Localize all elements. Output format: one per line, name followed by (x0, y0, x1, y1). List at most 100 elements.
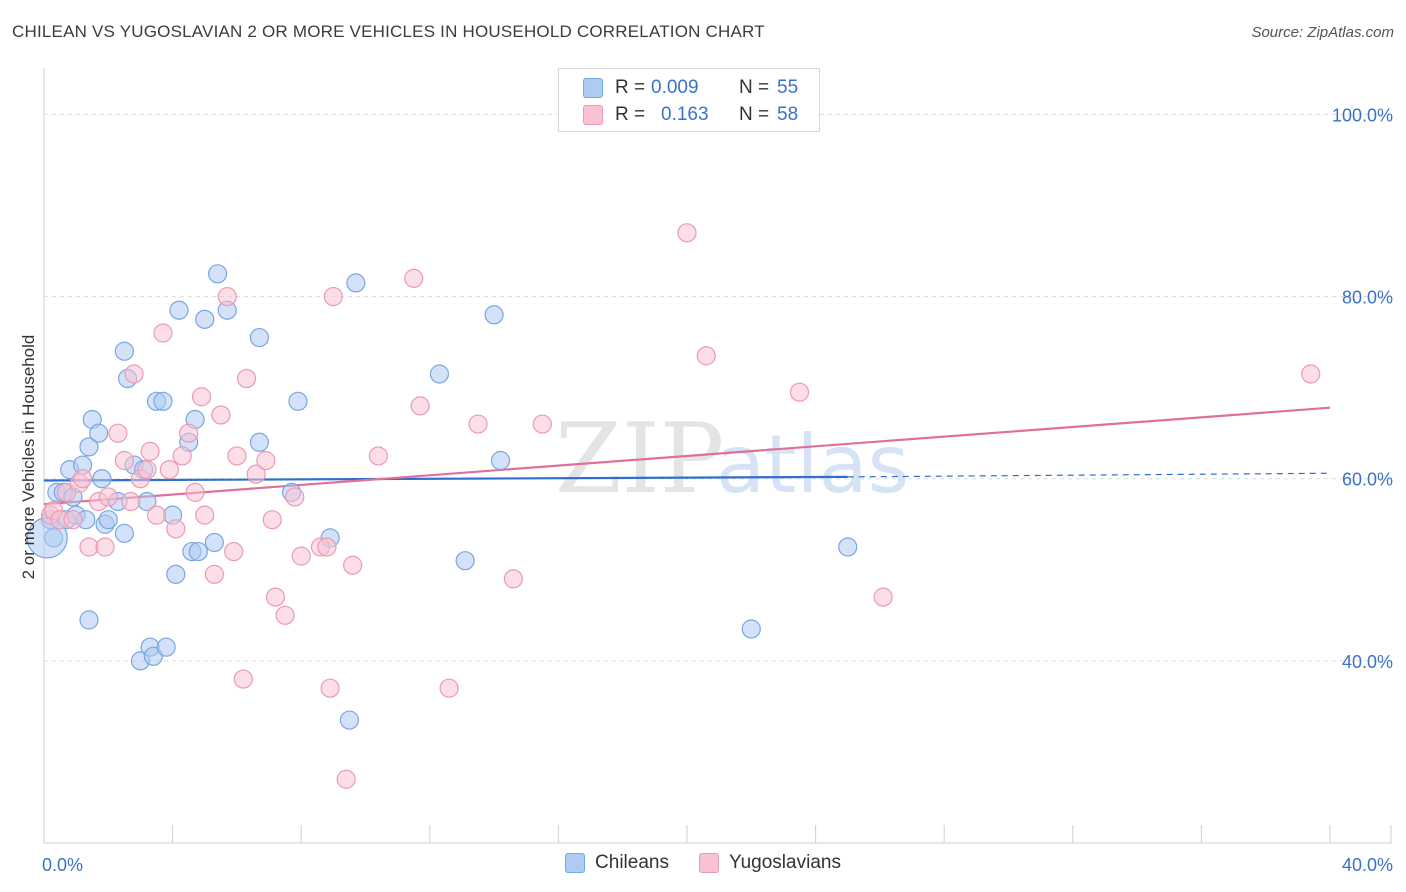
yugoslavian-point (323, 286, 343, 307)
yugoslavian-point (140, 441, 160, 461)
y-tick-label: 80.0% (1342, 288, 1393, 308)
yugoslavian-point (108, 423, 128, 443)
yugoslavian-point (404, 268, 424, 288)
chileans-swatch (565, 853, 586, 873)
legend-item-yugoslavians: Yugoslavians (698, 852, 841, 874)
chilean-point (114, 341, 134, 361)
chilean-point (114, 523, 134, 543)
legend-label-chileans: Chileans (595, 852, 669, 873)
yugoslavian-point (204, 564, 224, 584)
r-value: 0.009 (651, 77, 699, 98)
chilean-point (204, 532, 224, 553)
yugoslavian-point (291, 546, 311, 566)
correlation-legend: R = 0.009 N = 55 R = 0.163 N = 58 (558, 68, 820, 132)
yugoslavian-point (227, 446, 247, 466)
x-tick-label: 0.0% (42, 855, 83, 875)
yugoslavian-point (146, 505, 167, 525)
yugoslavian-point (696, 346, 716, 366)
chilean-point (288, 391, 308, 411)
chileans-swatch (583, 78, 603, 98)
yugoslavian-point (256, 450, 276, 471)
yugoslavian-point (275, 605, 295, 625)
legend-row-yugoslavians: R = 0.163 N = 58 (583, 103, 798, 127)
chilean-point (208, 264, 228, 284)
yugoslavian-point (233, 669, 253, 689)
n-label: N = (739, 77, 770, 98)
n-value: 58 (777, 104, 799, 125)
yugoslavian-point (468, 414, 488, 434)
chilean-point (156, 637, 176, 657)
yugoslavian-point (439, 678, 459, 698)
yugoslavian-point (179, 423, 199, 443)
yugoslavian-point (114, 450, 134, 471)
yugoslavian-point (224, 541, 244, 562)
yugoslavian-point (236, 368, 257, 389)
tick-labels: 100.0% 80.0% 60.0% 40.0% 0.0% 40.0% (42, 105, 1393, 875)
chilean-point (153, 391, 173, 411)
yugoslavian-point (873, 587, 893, 607)
yugoslavian-point (211, 405, 231, 425)
yugoslavian-point (262, 510, 282, 530)
yugoslavian-point (343, 555, 363, 575)
yugoslavian-point (1301, 364, 1321, 384)
chilean-point (741, 619, 761, 639)
yugoslavian-point (159, 460, 179, 480)
yugoslavian-point (789, 382, 810, 402)
legend-row-chileans: R = 0.009 N = 55 (583, 76, 798, 100)
r-value: 0.163 (661, 104, 709, 125)
yugoslavian-point (95, 537, 115, 557)
yugoslavian-point (336, 769, 356, 789)
chilean-point (169, 300, 189, 320)
yugoslavian-point (79, 537, 99, 557)
legend-item-chileans: Chileans (565, 852, 669, 874)
yugoslavian-point (153, 323, 173, 343)
yugoslavian-point (121, 491, 141, 512)
n-label: N = (739, 104, 770, 125)
legend-label-yugoslavians: Yugoslavians (728, 852, 841, 873)
yugoslavian-point (503, 569, 523, 589)
chilean-point (79, 437, 99, 457)
n-value: 55 (777, 77, 799, 98)
axes (43, 68, 1392, 844)
yugoslavian-point (172, 446, 192, 466)
yugoslavian-point (191, 387, 212, 407)
chilean-point (490, 450, 511, 471)
chilean-point (89, 423, 109, 443)
yugoslavian-point (285, 487, 305, 507)
y-tick-label: 100.0% (1332, 105, 1393, 125)
yugoslavian-point (166, 519, 186, 539)
yugoslavian-point (63, 510, 83, 530)
yugoslavian-point (246, 464, 266, 484)
yugoslavian-point (137, 460, 157, 480)
yugoslavian-point (317, 537, 337, 557)
yugoslavian-point (217, 286, 237, 307)
chileans-trend-line (43, 475, 848, 482)
yugoslavian-point (410, 396, 430, 416)
chilean-point (79, 610, 99, 630)
r-label: R = (615, 77, 646, 98)
yugoslavians-swatch (698, 853, 719, 873)
yugoslavian-point (185, 482, 205, 502)
x-tick-label: 40.0% (1342, 855, 1393, 875)
yugoslavian-point (265, 587, 286, 607)
data-points (26, 223, 1321, 789)
chilean-point (98, 510, 118, 530)
chilean-point (188, 541, 208, 562)
chilean-point (838, 537, 858, 557)
chilean-point (92, 469, 112, 489)
series-legend: Chileans Yugoslavians (0, 852, 1406, 874)
watermark-atlas: atlas (716, 418, 909, 511)
chilean-point (166, 564, 186, 584)
yugoslavian-point (532, 414, 552, 434)
yugoslavian-point (124, 364, 144, 384)
yugoslavian-point (368, 446, 388, 466)
yugoslavian-point (195, 505, 215, 525)
trend-lines (43, 406, 1331, 506)
chilean-point (346, 273, 366, 293)
y-tick-label: 60.0% (1342, 470, 1393, 490)
watermark: ZIP atlas (555, 403, 909, 515)
chilean-point (484, 305, 504, 325)
y-axis-label: 2 or more Vehicles in Household (19, 335, 38, 580)
yugoslavian-point (320, 678, 340, 698)
y-tick-label: 40.0% (1342, 652, 1393, 672)
